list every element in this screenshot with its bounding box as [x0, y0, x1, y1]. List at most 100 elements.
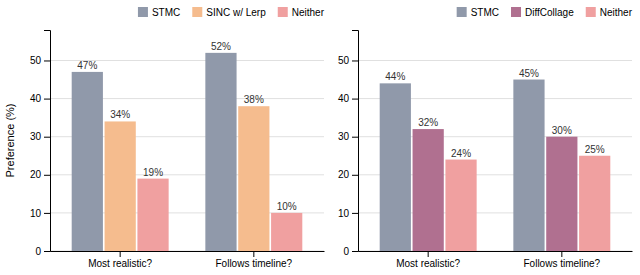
tick: 20 — [30, 169, 50, 180]
tick: 40 — [30, 93, 50, 104]
tick-label: Most realistic? — [88, 258, 152, 269]
tick: Follows timeline? — [215, 251, 292, 269]
bars — [72, 53, 303, 251]
legend: STMC DiffCollage Neither — [457, 7, 633, 18]
tick-label: 50 — [338, 55, 350, 66]
legend-item: STMC — [457, 7, 499, 18]
tick-label: 40 — [338, 93, 350, 104]
tick-label: Most realistic? — [396, 258, 460, 269]
tick: Most realistic? — [396, 251, 460, 269]
data-label: 47% — [77, 60, 97, 71]
y-axis: 0 10 20 30 40 50 — [338, 31, 359, 257]
legend-label: SINC w/ Lerp — [206, 7, 266, 18]
legend-swatch — [511, 7, 521, 17]
chart: 47% 52% 34% 38% 19% 10% 0 10 20 30 40 50 Most realis… — [0, 0, 640, 275]
grid — [358, 60, 632, 251]
tick-mark — [352, 60, 358, 61]
tick: 40 — [338, 93, 358, 104]
bar — [445, 160, 476, 251]
data-label: 19% — [143, 167, 163, 178]
legend-swatch — [278, 7, 288, 17]
y-axis: 0 10 20 30 40 50 — [30, 31, 51, 257]
legend-label: STMC — [471, 7, 499, 18]
axis-title: Preference (%) — [4, 104, 16, 178]
legend-swatch — [138, 7, 148, 17]
tick-mark — [561, 251, 562, 257]
tick-mark — [44, 99, 50, 100]
tick-mark — [253, 251, 254, 257]
data-label: 38% — [244, 94, 264, 105]
bar — [513, 80, 544, 251]
bar — [579, 156, 610, 251]
legend-swatch — [457, 7, 467, 17]
tick-mark — [352, 251, 358, 252]
legend-item: STMC — [138, 7, 180, 18]
grid-line — [358, 60, 632, 61]
legend-swatch — [586, 7, 596, 17]
bar — [137, 179, 168, 251]
data-label: 25% — [585, 144, 605, 155]
bar — [72, 72, 103, 251]
legend-label: Neither — [600, 7, 633, 18]
tick-mark — [352, 99, 358, 100]
bar — [380, 83, 411, 251]
tick-mark — [44, 175, 50, 176]
bar — [205, 53, 236, 251]
legend-item: Neither — [586, 7, 633, 18]
tick-label: 10 — [338, 208, 350, 219]
tick-mark — [352, 175, 358, 176]
tick-mark — [44, 137, 50, 138]
data-label: 30% — [552, 125, 572, 136]
tick-label: 0 — [35, 246, 41, 257]
tick: 0 — [35, 246, 50, 257]
tick: Most realistic? — [88, 251, 152, 269]
tick-label: Follows timeline? — [523, 258, 600, 269]
tick: 10 — [30, 208, 50, 219]
tick-mark — [120, 251, 121, 257]
tick: 50 — [338, 55, 358, 66]
tick: 30 — [30, 131, 50, 142]
tick-label: 30 — [338, 131, 350, 142]
tick: Follows timeline? — [523, 251, 600, 269]
tick-mark — [44, 213, 50, 214]
tick: 50 — [30, 55, 50, 66]
data-label: 10% — [277, 201, 297, 212]
data-label: 52% — [211, 41, 231, 52]
data-label: 34% — [110, 109, 130, 120]
data-label: 32% — [418, 117, 438, 128]
tick: 10 — [338, 208, 358, 219]
tick-label: 50 — [30, 55, 42, 66]
tick-label: 0 — [343, 246, 349, 257]
data-label: 24% — [451, 148, 471, 159]
x-axis: Most realistic? Follows timeline? — [359, 251, 633, 269]
tick: 0 — [343, 246, 358, 257]
bar — [105, 121, 136, 251]
tick-label: 20 — [30, 169, 42, 180]
tick-mark — [352, 137, 358, 138]
legend-swatch — [192, 7, 202, 17]
data-label: 45% — [519, 68, 539, 79]
bar — [238, 106, 269, 251]
tick-label: 20 — [338, 169, 350, 180]
tick-mark — [44, 251, 50, 252]
legend-item: Neither — [278, 7, 325, 18]
x-axis: Most realistic? Follows timeline? — [51, 251, 325, 269]
data-labels: 47% 52% 34% 38% 19% 10% — [77, 41, 297, 212]
tick-label: Follows timeline? — [215, 258, 292, 269]
legend-label: STMC — [152, 7, 180, 18]
tick-label: 30 — [30, 131, 42, 142]
tick-label: 10 — [30, 208, 42, 219]
panel: 44%45%32%30%24%25%01020304050Most realis… — [338, 7, 633, 269]
axis-line — [352, 31, 359, 252]
bars — [380, 80, 611, 251]
bar — [413, 129, 444, 251]
tick: 30 — [338, 131, 358, 142]
legend-item: DiffCollage — [511, 7, 574, 18]
axis-line — [359, 251, 633, 252]
tick-mark — [44, 60, 50, 61]
legend: STMC SINC w/ Lerp Neither — [138, 7, 325, 18]
legend-label: Neither — [292, 7, 325, 18]
tick-mark — [352, 213, 358, 214]
axis-line — [51, 251, 325, 252]
bar — [271, 213, 302, 251]
